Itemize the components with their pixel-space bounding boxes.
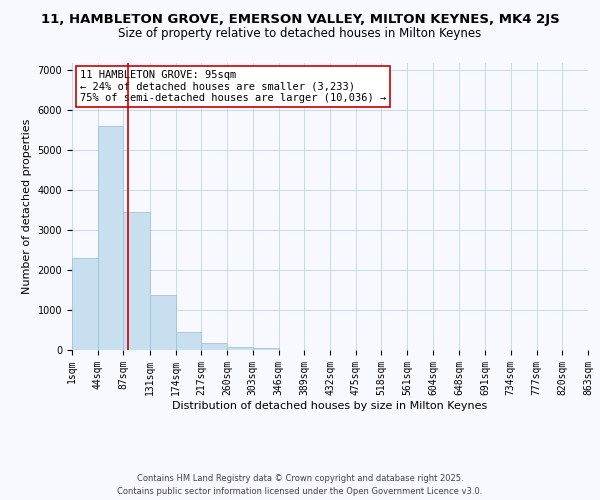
Bar <box>150 295 176 350</box>
Y-axis label: Number of detached properties: Number of detached properties <box>22 118 32 294</box>
Bar <box>98 126 124 350</box>
Bar <box>176 332 201 350</box>
Bar <box>201 343 227 350</box>
Bar <box>253 348 278 350</box>
Bar <box>227 347 253 350</box>
Text: 11, HAMBLETON GROVE, EMERSON VALLEY, MILTON KEYNES, MK4 2JS: 11, HAMBLETON GROVE, EMERSON VALLEY, MIL… <box>41 12 559 26</box>
X-axis label: Distribution of detached houses by size in Milton Keynes: Distribution of detached houses by size … <box>172 400 488 410</box>
Text: Contains HM Land Registry data © Crown copyright and database right 2025.
Contai: Contains HM Land Registry data © Crown c… <box>118 474 482 496</box>
Text: 11 HAMBLETON GROVE: 95sqm
← 24% of detached houses are smaller (3,233)
75% of se: 11 HAMBLETON GROVE: 95sqm ← 24% of detac… <box>80 70 386 103</box>
Bar <box>72 258 98 350</box>
Bar <box>124 212 150 350</box>
Text: Size of property relative to detached houses in Milton Keynes: Size of property relative to detached ho… <box>118 28 482 40</box>
